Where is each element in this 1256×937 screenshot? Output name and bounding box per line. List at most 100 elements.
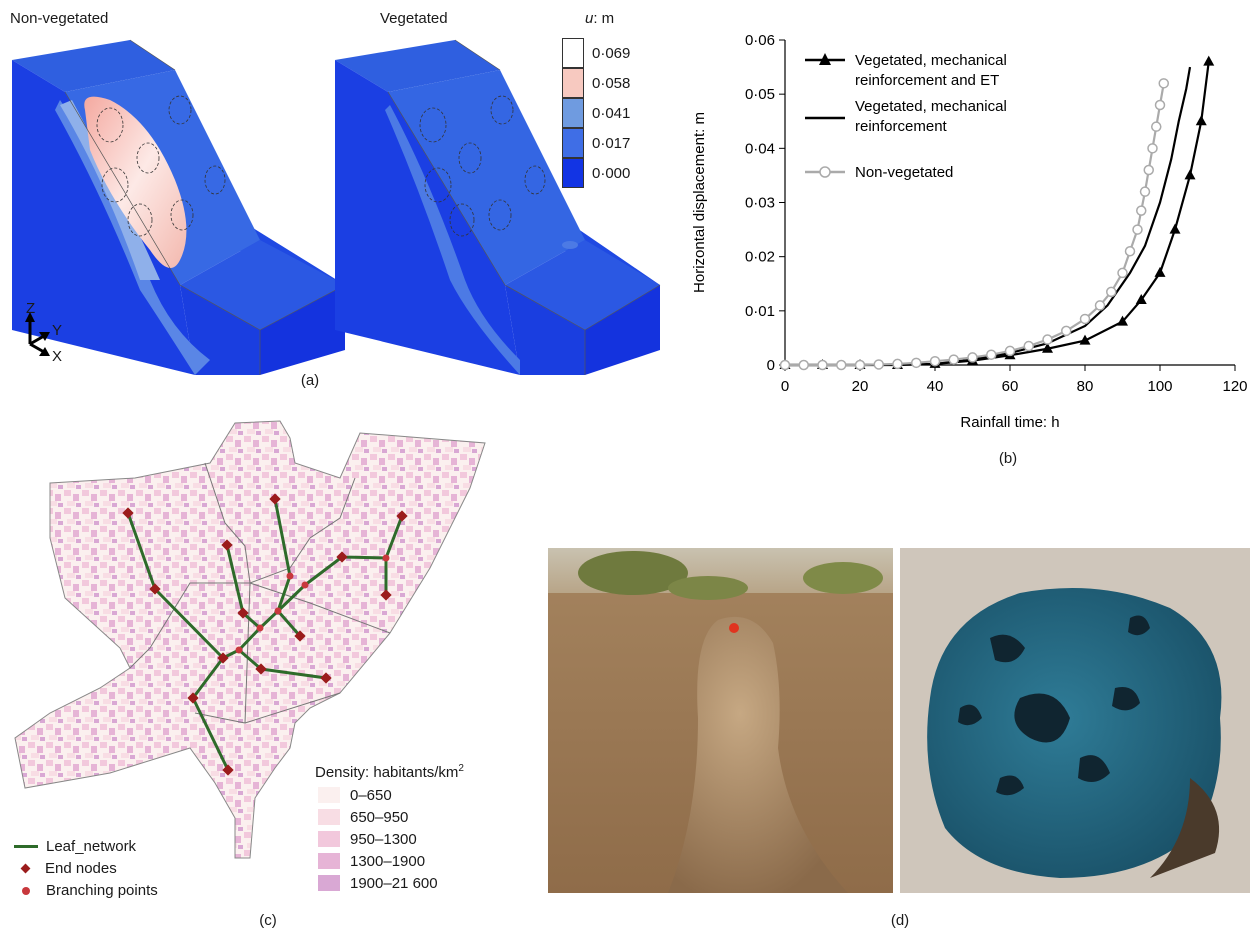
displacement-legend-swatch <box>562 128 584 158</box>
displacement-legend: 0·069 0·058 0·041 0·017 0·000 <box>562 38 630 188</box>
density-legend-swatch <box>318 831 340 847</box>
density-legend-title-sup: 2 <box>458 763 464 774</box>
series-point <box>1106 286 1117 298</box>
series-point <box>1004 345 1016 357</box>
displacement-chart: 0 20 40 60 80 100 120 0 0·01 0·02 0·03 0·04 0·05 0·06… <box>691 32 1248 431</box>
density-legend-item: 1300–1900 <box>318 850 438 872</box>
series-point <box>854 359 866 371</box>
series-point <box>1147 143 1158 154</box>
branching-point-dot-icon <box>22 886 30 895</box>
y-tick-label: 0·06 <box>745 32 775 49</box>
series-point <box>836 359 847 371</box>
x-tick-label: 0 <box>781 378 789 395</box>
density-legend-item: 1900–21 600 <box>318 872 438 894</box>
series-point <box>1143 164 1154 176</box>
x-axis-label: Rainfall time: h <box>960 414 1059 431</box>
x-tick-label: 100 <box>1147 378 1172 395</box>
series-point <box>1079 334 1091 345</box>
termite-mound-photo <box>548 548 893 893</box>
density-legend-title-text: Density: habitants/km <box>315 764 459 781</box>
series-point <box>929 355 941 367</box>
series-point <box>1158 78 1169 89</box>
series-point <box>967 352 978 363</box>
y-tick-label: 0·04 <box>745 140 775 157</box>
displacement-legend-swatch <box>562 98 584 128</box>
slope-model-vegetated <box>335 39 661 375</box>
density-legend: 0–650 650–950 950–1300 1300–1900 1900–21 600 <box>318 784 438 894</box>
end-nodes-label: End nodes <box>45 860 117 877</box>
density-legend-item: 650–950 <box>318 806 438 828</box>
density-legend-swatch <box>318 853 340 869</box>
displacement-legend-item: 0·069 <box>562 38 630 68</box>
displacement-legend-item: 0·000 <box>562 158 630 188</box>
legend-marker <box>819 166 831 178</box>
density-legend-swatch <box>318 787 340 803</box>
series-point <box>1203 55 1215 66</box>
series-point <box>1154 99 1166 111</box>
x-tick-label: 120 <box>1222 378 1247 395</box>
series-point <box>1132 224 1143 235</box>
displacement-legend-label: 0·058 <box>592 74 631 92</box>
leaf-network-line-icon <box>14 845 38 848</box>
density-legend-item: 0–650 <box>318 784 438 806</box>
density-legend-label: 650–950 <box>350 808 409 826</box>
series-point <box>1124 246 1136 257</box>
density-legend-label: 0–650 <box>350 786 392 804</box>
caption-a: (a) <box>300 372 320 389</box>
series-point <box>1154 266 1166 277</box>
series-line <box>785 66 1192 367</box>
displacement-legend-label: 0·069 <box>592 44 631 62</box>
legend-branching-points: Branching points <box>14 882 158 899</box>
displacement-legend-swatch <box>562 158 584 188</box>
series-point <box>779 359 791 371</box>
x-tick-label: 40 <box>927 378 944 395</box>
series-point <box>1169 223 1181 234</box>
legend-label: Vegetated, mechanical <box>855 98 1007 115</box>
legend-label: reinforcement <box>855 118 948 135</box>
caption-d: (d) <box>890 912 910 929</box>
y-tick-label: 0·01 <box>745 303 775 320</box>
displacement-legend-swatch <box>562 38 584 68</box>
series-point <box>873 359 884 370</box>
end-node-diamond-icon <box>20 863 31 874</box>
y-tick-label: 0 <box>767 357 775 374</box>
series-point <box>798 359 809 371</box>
panel-a-title-vegetated: Vegetated <box>380 10 448 27</box>
x-tick-label: 80 <box>1077 378 1094 395</box>
density-legend-item: 950–1300 <box>318 828 438 850</box>
axis-z-label: Z <box>26 300 36 317</box>
series-point <box>1042 342 1053 353</box>
axes-triad-icon <box>25 312 50 356</box>
density-legend-label: 1900–21 600 <box>350 874 438 892</box>
displacement-legend-label: 0·041 <box>592 104 631 122</box>
legend-end-nodes: End nodes <box>14 860 117 877</box>
series-point <box>1079 313 1091 325</box>
series-point <box>817 359 828 371</box>
displacement-legend-item: 0·041 <box>562 98 630 128</box>
panel-a-title-nonvegetated: Non-vegetated <box>10 10 109 27</box>
displacement-legend-label: 0·000 <box>592 164 631 182</box>
axis-y-label: Y <box>52 322 63 339</box>
caption-c: (c) <box>259 912 277 929</box>
series-point <box>892 358 903 370</box>
series-point <box>1136 205 1147 216</box>
series-point <box>1135 294 1147 304</box>
legend-marker <box>819 53 831 65</box>
leaf-network-label: Leaf_network <box>46 838 137 855</box>
branching-points-label: Branching points <box>46 882 158 899</box>
series-point <box>986 349 997 360</box>
density-legend-label: 950–1300 <box>350 830 417 848</box>
series-point <box>1184 169 1196 180</box>
density-legend-swatch <box>318 809 340 825</box>
y-tick-label: 0·05 <box>745 86 775 103</box>
series-point <box>1117 315 1128 326</box>
series-point <box>1061 325 1072 337</box>
series-point <box>1023 340 1034 352</box>
legend-leaf-network: Leaf_network <box>14 838 136 855</box>
density-legend-label: 1300–1900 <box>350 852 426 870</box>
legend-title-variable: u <box>585 10 594 27</box>
series-point <box>948 354 959 365</box>
displacement-legend-title: u: m <box>585 10 614 27</box>
x-tick-label: 20 <box>852 378 869 395</box>
x-tick-label: 60 <box>1002 378 1019 395</box>
